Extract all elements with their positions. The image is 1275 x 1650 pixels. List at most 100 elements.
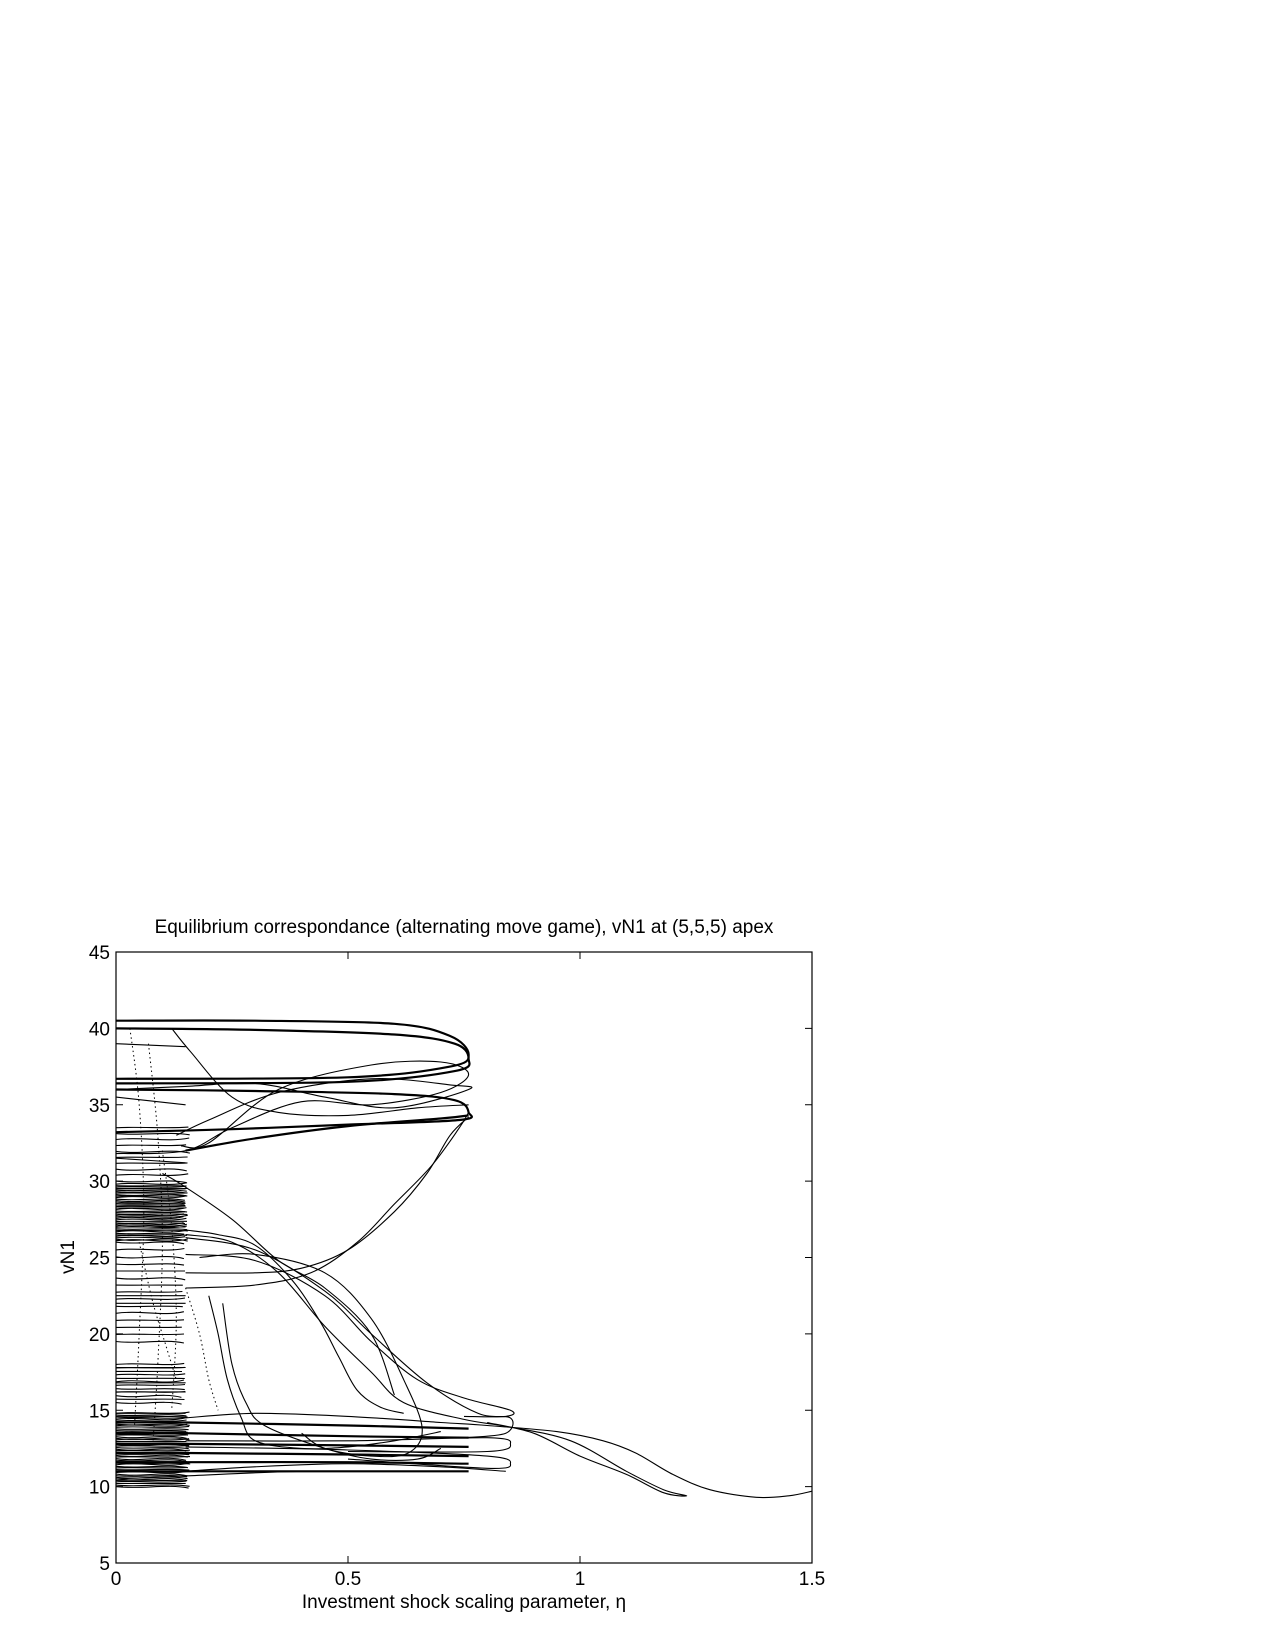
series-line (116, 1157, 186, 1164)
tick-layer: 0 0.5 1 1.5 5 10 15 20 25 30 35 40 45 (89, 943, 825, 1590)
x-tick-label: 1 (575, 1569, 586, 1590)
series-line (161, 1150, 177, 1411)
series-layer (116, 1019, 812, 1499)
band-line (116, 1311, 185, 1315)
series-line (185, 1463, 506, 1472)
band-line (116, 1394, 182, 1398)
band-line (116, 1195, 186, 1197)
band-line (116, 1416, 188, 1419)
band-line (116, 1144, 187, 1147)
series-line (116, 1460, 469, 1465)
x-tick-label: 1.5 (799, 1569, 825, 1590)
band-line (116, 1473, 188, 1477)
band-line (116, 1445, 189, 1447)
band-line (116, 1189, 187, 1192)
series-line (185, 1229, 404, 1414)
band-line (116, 1388, 185, 1391)
series-line (162, 1173, 395, 1396)
y-axis-label: vN1 (58, 1240, 79, 1274)
band-line (116, 1448, 187, 1452)
band-line (116, 1417, 187, 1421)
band-line (116, 1362, 185, 1366)
band-line (116, 1379, 185, 1383)
band-line (116, 1459, 187, 1463)
band-line (116, 1263, 185, 1266)
series-line (116, 1019, 470, 1080)
band-line (116, 1198, 185, 1201)
band-line (116, 1485, 189, 1489)
band-line (116, 1414, 187, 1417)
band-line (116, 1333, 185, 1336)
series-line (138, 1242, 177, 1380)
band-line (116, 1423, 190, 1426)
band-line (116, 1465, 188, 1469)
band-line (116, 1195, 187, 1199)
band-line (116, 1222, 184, 1226)
y-tick-label: 20 (89, 1325, 110, 1346)
band-line (116, 1425, 190, 1429)
series-line (185, 1446, 512, 1469)
band-line (116, 1190, 187, 1194)
band-line (116, 1238, 188, 1242)
x-tick-label: 0 (111, 1569, 122, 1590)
band-line (116, 1446, 189, 1450)
y-tick-label: 40 (89, 1019, 110, 1040)
band-line (116, 1214, 188, 1218)
y-tick-label: 35 (89, 1096, 110, 1117)
band-line (116, 1150, 191, 1154)
band-line (116, 1241, 185, 1245)
band-line (116, 1429, 187, 1432)
x-tick-label: 0.5 (335, 1569, 361, 1590)
band-line (116, 1340, 185, 1344)
band-line (116, 1193, 188, 1197)
band-line (116, 1168, 187, 1172)
y-tick-label: 5 (99, 1554, 110, 1575)
band-line (116, 1435, 187, 1439)
band-line (116, 1228, 188, 1231)
series-line (171, 1028, 469, 1117)
band-line (116, 1232, 185, 1235)
band-line (116, 1173, 189, 1176)
series-line (185, 1412, 812, 1499)
band-line (116, 1201, 186, 1205)
band-line (116, 1468, 190, 1471)
series-line (185, 1437, 512, 1453)
series-line (116, 1442, 469, 1448)
band-line (116, 1401, 182, 1405)
band-line (116, 1199, 186, 1203)
series-line (116, 1096, 186, 1106)
y-tick-label: 10 (89, 1478, 110, 1499)
series-line (116, 1421, 469, 1430)
series-line (185, 1116, 469, 1274)
series-line (148, 1043, 163, 1441)
band-line (116, 1213, 188, 1216)
band-line (116, 1297, 186, 1300)
x-axis-label: Investment shock scaling parameter, η (302, 1592, 626, 1613)
band-line (116, 1204, 186, 1207)
y-tick-label: 45 (89, 943, 110, 964)
chart-title: Equilibrium correspondance (alternating … (155, 917, 774, 938)
band-line (116, 1180, 187, 1184)
series-line (185, 1234, 688, 1497)
band-line (116, 1211, 186, 1214)
band-line (116, 1290, 183, 1293)
series-line (116, 1027, 471, 1085)
band-line (116, 1234, 185, 1238)
series-line (185, 1112, 470, 1289)
band-line (116, 1480, 187, 1483)
band-line (116, 1305, 183, 1308)
band-line (116, 1477, 188, 1482)
series-line (116, 1078, 473, 1136)
band-line (116, 1185, 186, 1188)
band-line (116, 1202, 185, 1205)
band-line (116, 1207, 187, 1211)
band-line (116, 1132, 190, 1136)
band-line (116, 1319, 185, 1321)
band-line (116, 1223, 187, 1227)
y-tick-label: 25 (89, 1249, 110, 1270)
y-tick-label: 15 (89, 1401, 110, 1422)
band-line (116, 1213, 184, 1217)
band-line (116, 1277, 186, 1281)
band-line (116, 1462, 191, 1465)
